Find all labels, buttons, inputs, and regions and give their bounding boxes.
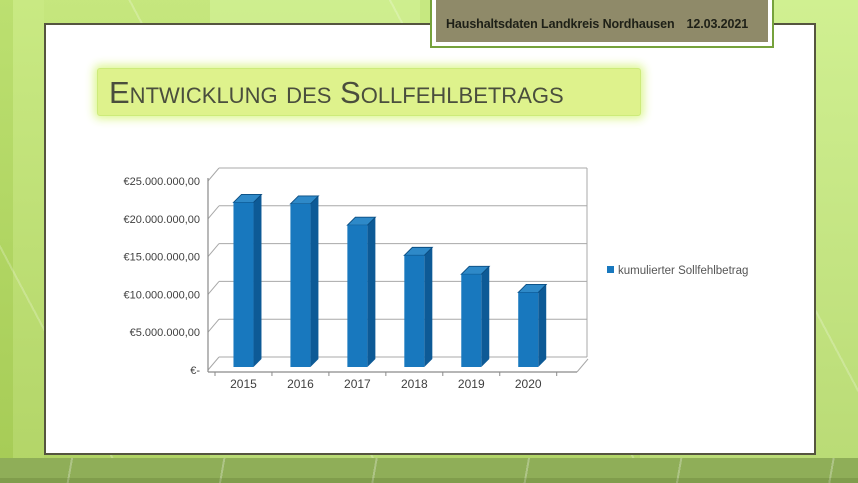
y-axis-label: €25.000.000,00: [124, 176, 200, 188]
bar-side-face: [424, 247, 433, 367]
y-axis-label: €-: [190, 365, 200, 377]
slide-title: Entwicklung des Sollfehlbetrags: [109, 74, 564, 110]
side-wall-tick: [207, 205, 220, 220]
bar-chart: 2015 2016 2017 2018 2019 2020 €- €5.000.000,00 €…: [124, 167, 748, 391]
bar-side-face: [310, 195, 319, 367]
x-axis-label: 2015: [230, 377, 257, 391]
floor-right-edge: [576, 358, 589, 373]
bar-side-face: [538, 284, 547, 367]
side-wall-tick: [207, 318, 220, 333]
bar-2018: [404, 255, 425, 367]
bar-2020: [518, 292, 539, 367]
x-axis-label: 2019: [458, 377, 485, 391]
legend-swatch-icon: [607, 266, 614, 273]
bar-side-face: [481, 266, 490, 367]
x-axis-label: 2017: [344, 377, 371, 391]
legend-label: kumulierter Sollfehlbetrag: [618, 265, 748, 277]
side-wall-tick: [207, 281, 220, 295]
bar-2015: [233, 202, 254, 367]
header-box: Haushaltsdaten Landkreis Nordhausen 12.0…: [430, 0, 774, 48]
bar-2019: [461, 274, 482, 367]
bar-2017: [347, 225, 368, 367]
y-axis-label: €10.000.000,00: [124, 289, 200, 301]
slide-title-banner: Entwicklung des Sollfehlbetrags: [97, 68, 641, 116]
bar-top-face: [232, 194, 263, 203]
bottom-decoration-bar: [0, 458, 858, 483]
bar-2016: [290, 203, 311, 367]
header-date: 12.03.2021: [686, 17, 749, 31]
x-axis-label: 2020: [515, 377, 542, 391]
y-axis-label: €5.000.000,00: [130, 327, 200, 339]
side-wall-tick: [207, 167, 220, 182]
side-wall-tick: [207, 356, 220, 371]
bar-side-face: [253, 194, 262, 367]
x-axis-label: 2018: [401, 377, 428, 391]
y-axis-label: €20.000.000,00: [124, 214, 200, 226]
side-wall-tick: [207, 243, 220, 257]
x-axis-label: 2016: [287, 377, 314, 391]
header-title: Haushaltsdaten Landkreis Nordhausen: [446, 17, 675, 31]
y-axis-label: €15.000.000,00: [124, 252, 200, 264]
bar-side-face: [367, 217, 376, 367]
